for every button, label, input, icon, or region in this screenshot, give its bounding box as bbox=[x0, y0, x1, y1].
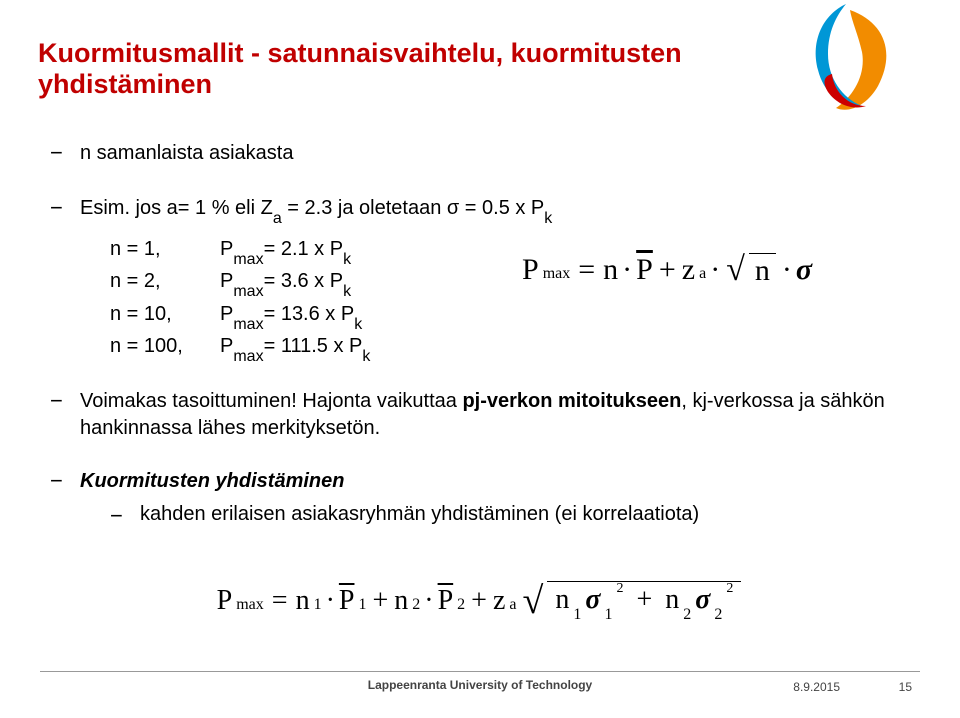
bullet-text: kahden erilaisen asiakasryhmän yhdistämi… bbox=[140, 501, 699, 528]
formula-pmax-combined: Pmax = n1 · P1 + n2 · P2 + za √ n1σ12 + … bbox=[215, 579, 746, 623]
bullet-block-3: − Voimakas tasoittuminen! Hajonta vaikut… bbox=[50, 388, 910, 442]
bullet-text: Esim. jos a= 1 % eli Za = 2.3 ja oleteta… bbox=[80, 195, 552, 366]
bullet-text: n samanlaista asiakasta bbox=[80, 140, 293, 167]
value-row: n = 10, Pmax= 13.6 x Pk bbox=[110, 301, 552, 332]
footer-org: Lappeenranta University of Technology bbox=[368, 678, 592, 692]
footer-page: 15 bbox=[899, 680, 912, 694]
nested-bullet: − kahden erilaisen asiakasryhmän yhdistä… bbox=[110, 501, 699, 531]
bullet-item: − Voimakas tasoittuminen! Hajonta vaikut… bbox=[50, 388, 910, 442]
bullet-item: − n samanlaista asiakasta bbox=[50, 140, 910, 167]
bullet-text: Kuormitusten yhdistäminen − kahden erila… bbox=[80, 468, 699, 531]
value-row: n = 2, Pmax= 3.6 x Pk bbox=[110, 268, 552, 299]
slide-title: Kuormitusmallit - satunnaisvaihtelu, kuo… bbox=[38, 38, 778, 100]
bullet-dash: − bbox=[50, 468, 66, 494]
footer-date: 8.9.2015 bbox=[793, 680, 840, 694]
value-list: n = 1, Pmax= 2.1 x Pk n = 2, Pmax= 3.6 x… bbox=[110, 236, 552, 364]
value-row: n = 1, Pmax= 2.1 x Pk bbox=[110, 236, 552, 267]
formula-pmax-combined-wrap: Pmax = n1 · P1 + n2 · P2 + za √ n1σ12 + … bbox=[50, 579, 910, 623]
lut-logo bbox=[780, 0, 920, 120]
bullet-block-4: − Kuormitusten yhdistäminen − kahden eri… bbox=[50, 468, 910, 623]
value-row: n = 100, Pmax= 111.5 x Pk bbox=[110, 333, 552, 364]
footer: Lappeenranta University of Technology 8.… bbox=[0, 671, 960, 694]
bullet-block-2: − Esim. jos a= 1 % eli Za = 2.3 ja olete… bbox=[50, 195, 910, 366]
bullet-dash: − bbox=[50, 388, 66, 414]
footer-divider bbox=[40, 671, 920, 672]
content-area: − n samanlaista asiakasta − Esim. jos a=… bbox=[50, 140, 910, 623]
bullet-dash: − bbox=[50, 140, 66, 166]
bullet-dash: − bbox=[50, 195, 66, 221]
bullet-dash: − bbox=[110, 501, 126, 531]
bullet-item: − Kuormitusten yhdistäminen − kahden eri… bbox=[50, 468, 910, 531]
bullet-text: Voimakas tasoittuminen! Hajonta vaikutta… bbox=[80, 388, 910, 442]
formula-pmax: Pmax = n · P + za · √ n · σ bbox=[520, 251, 814, 289]
